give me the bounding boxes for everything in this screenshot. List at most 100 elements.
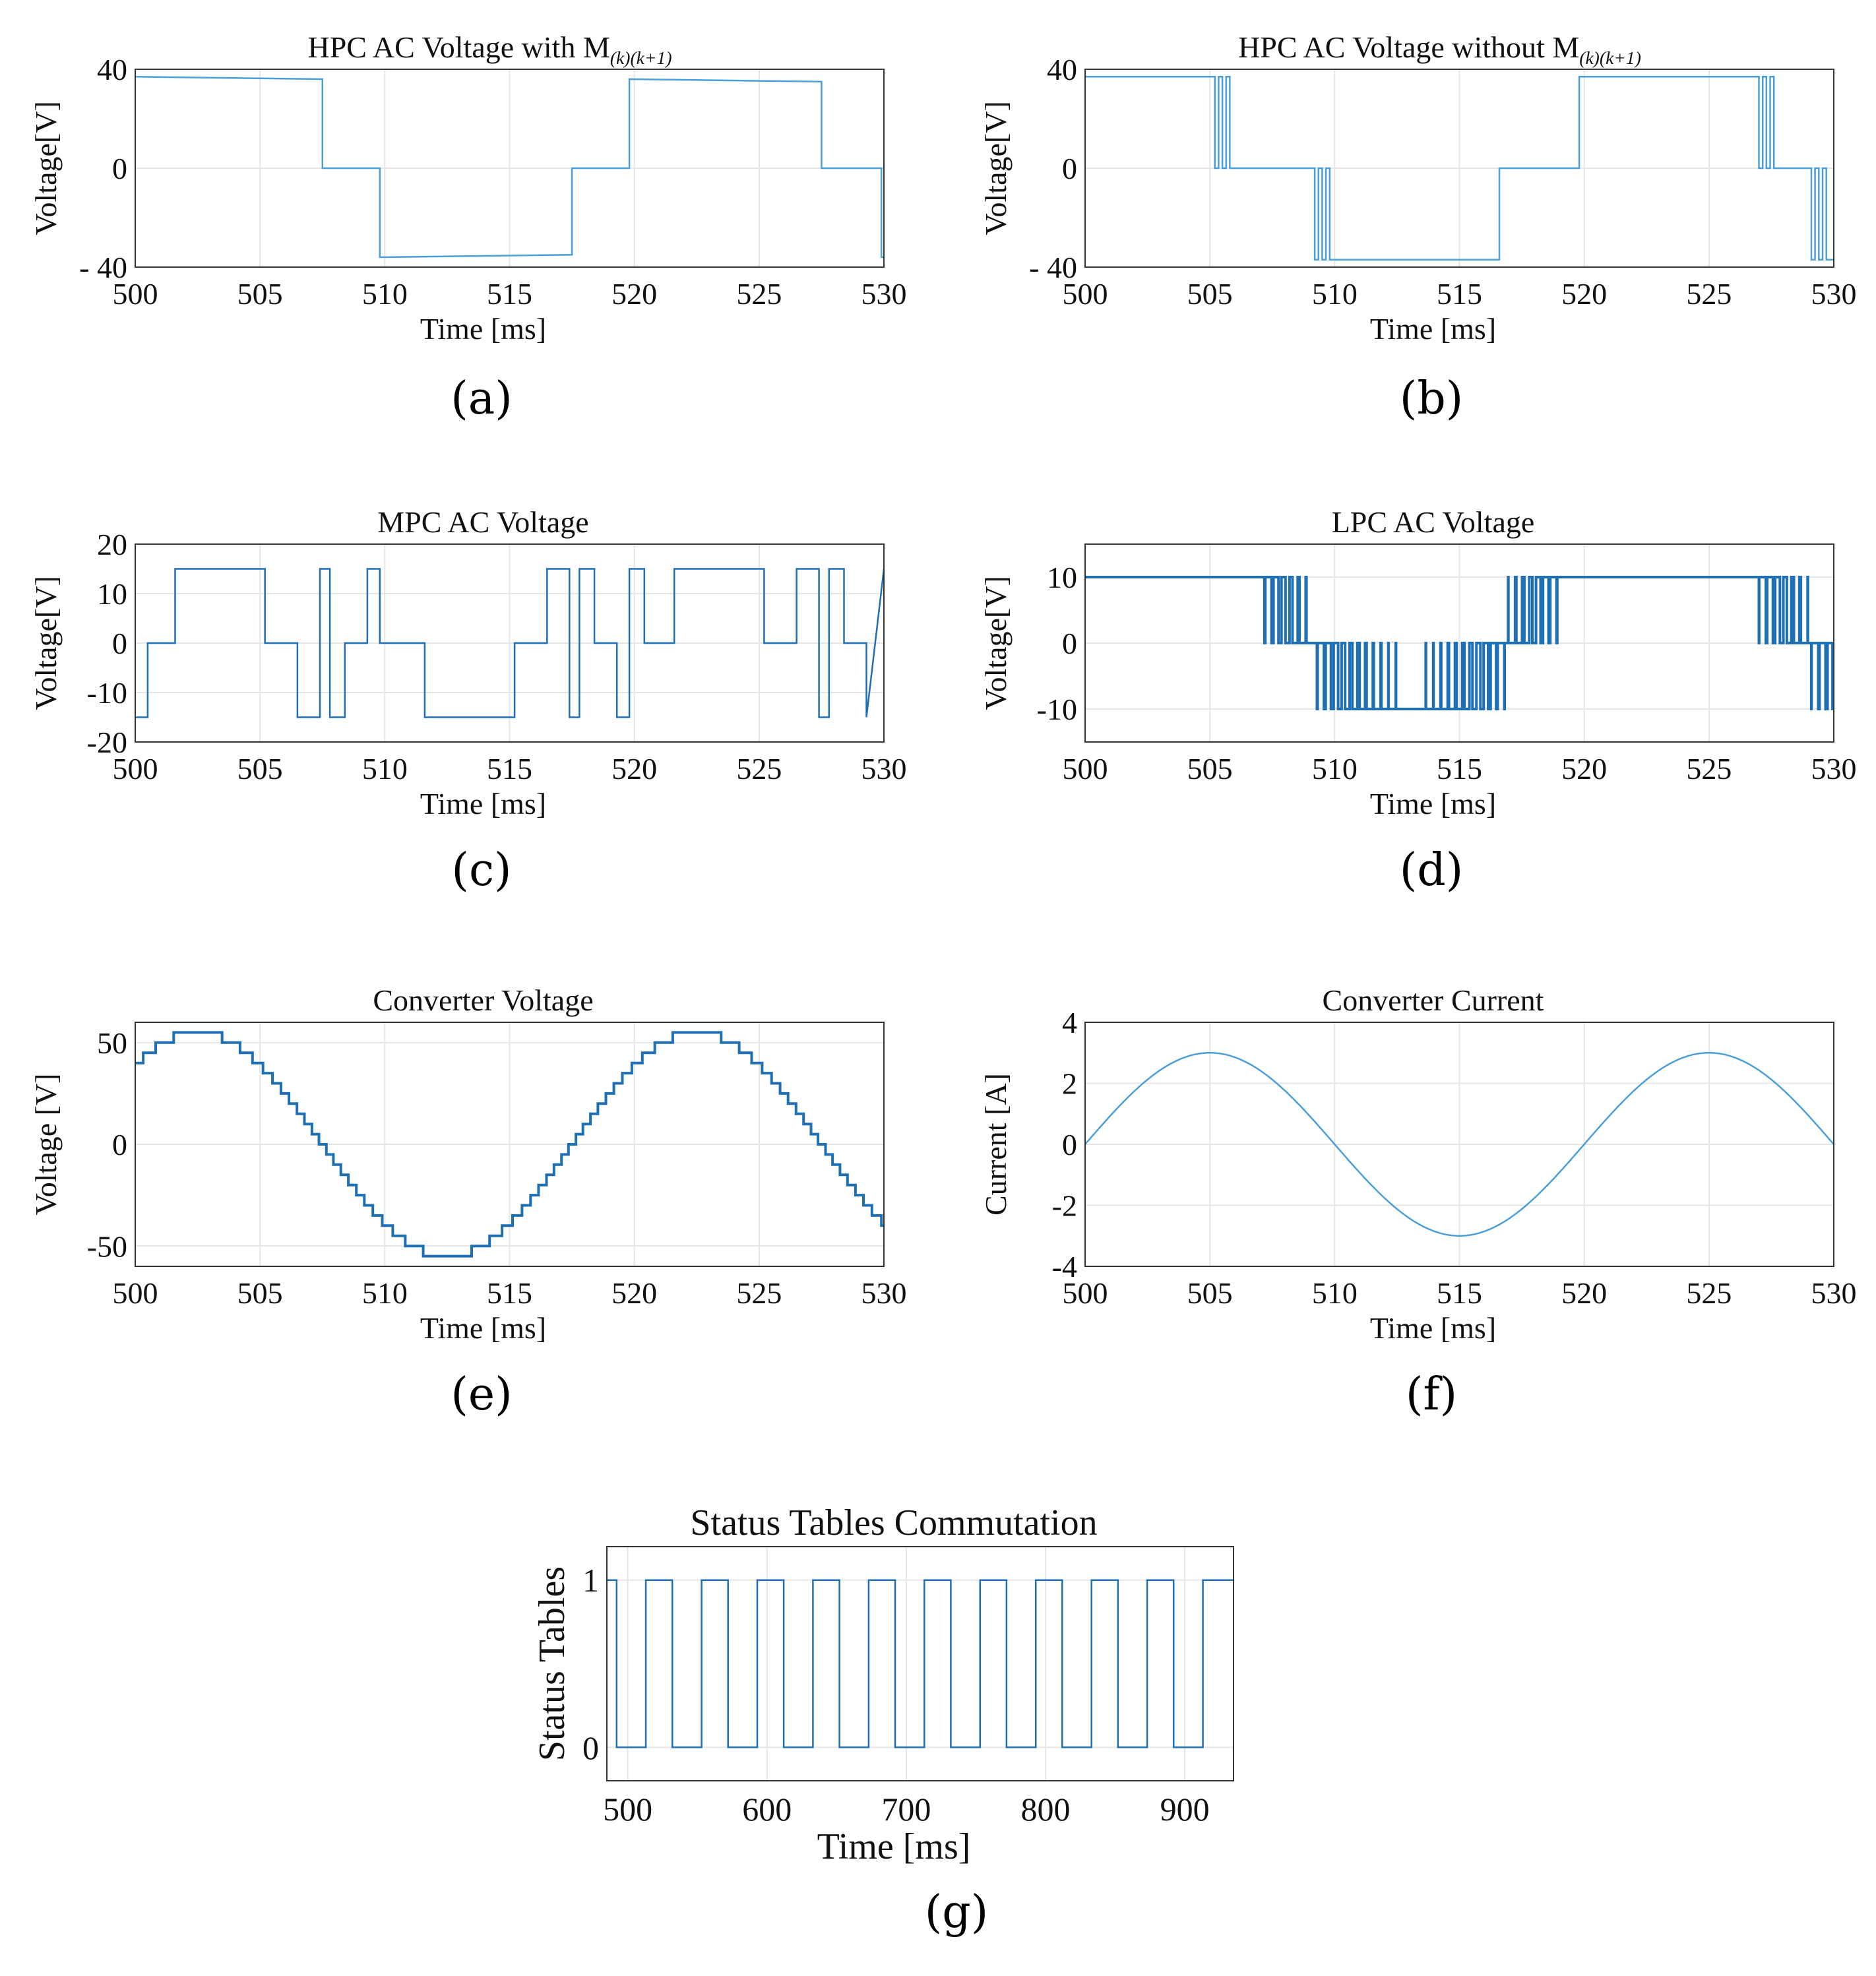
chart-svg: 500 505 510 515 520 525 530 -4 -2 0 2 4 Time [ms] Cur… [979,983,1857,1345]
x-tick-label: 525 [736,277,782,311]
y-tick-label: -50 [87,1229,127,1263]
chart-lpc: 500 505 510 515 520 525 530 -10 0 10 Time [ms] Volt… [970,488,1873,831]
y-tick-label: 20 [97,528,127,561]
x-tick-label: 530 [1811,752,1857,786]
x-tick-label: 500 [1063,752,1108,786]
x-axis-label: Time [ms] [817,1826,971,1867]
sublabel-a: (a) [451,373,513,425]
x-tick-label: 525 [1686,752,1732,786]
chart-hpc-without: 500 505 510 515 520 525 530 - 40 0 40 Time [ms] Vol… [970,13,1873,356]
y-axis-label: Voltage [V] [29,1073,63,1215]
y-tick-label: 10 [97,577,127,611]
chart-svg: 500 505 510 515 520 525 530 - 40 0 40 Time [ms] Vol… [29,30,907,346]
y-axis-label: Current [A] [979,1073,1013,1216]
x-tick-label: 600 [742,1791,792,1828]
y-tick-label: -4 [1052,1250,1077,1283]
x-axis-label: Time [ms] [1370,787,1496,820]
chart-title-subscript: (k)(k+1) [1579,47,1641,68]
series-line [135,1031,884,1258]
y-axis-label: Voltage[V] [29,101,63,235]
chart-svg: 500 505 510 515 520 525 530 - 40 0 40 Time [ms] Vol… [979,30,1857,346]
axes-frame [1084,69,1834,268]
x-tick-label: 515 [1437,1276,1482,1310]
y-tick-label: 40 [97,53,127,86]
x-tick-label: 510 [362,752,408,786]
x-axis-label: Time [ms] [420,1311,546,1345]
x-tick-label: 510 [362,1276,408,1310]
axes-frame [135,543,885,743]
x-tick-label: 500 [113,277,158,311]
sublabel-g: (g) [924,1886,989,1938]
chart-converter-current: 500 505 510 515 520 525 530 -4 -2 0 2 4 Time [ms] Cur… [970,956,1873,1365]
x-tick-label: 505 [237,752,283,786]
series-line [607,1579,1234,1748]
y-tick-label: 1 [582,1562,599,1599]
x-tick-label: 515 [487,752,532,786]
x-tick-label: 800 [1021,1791,1071,1828]
x-tick-label: 500 [603,1791,652,1828]
y-tick-label: -10 [1037,693,1077,726]
chart-svg: 500 505 510 515 520 525 530 -50 0 50 Time [ms] Volt… [29,983,907,1345]
chart-title: HPC AC Voltage without M(k)(k+1) [1238,30,1641,68]
chart-svg: 500 505 510 515 520 525 530 -20 -10 0 10 20 Time [ms… [29,505,907,820]
x-tick-label: 505 [1187,277,1233,311]
axes-frame [1084,1022,1834,1267]
y-tick-label: - 40 [79,251,127,284]
x-tick-label: 520 [1561,752,1607,786]
sublabel-d: (d) [1399,844,1464,896]
x-axis-label: Time [ms] [420,312,546,346]
chart-svg: 500 600 700 800 900 0 1 Time [ms] Status Tables S… [532,1502,1234,1867]
x-tick-label: 530 [1811,1276,1857,1310]
chart-hpc-with: 500 505 510 515 520 525 530 - 40 0 40 Time [ms] Vol… [20,13,923,356]
x-tick-label: 520 [1561,277,1607,311]
y-tick-label: 0 [1062,152,1077,185]
x-tick-label: 530 [861,752,907,786]
x-tick-label: 520 [611,752,657,786]
x-tick-label: 505 [237,1276,283,1310]
y-axis-label: Status Tables [532,1566,573,1761]
x-tick-label: 530 [861,1276,907,1310]
y-tick-label: 4 [1062,1006,1077,1039]
x-tick-label: 515 [487,1276,532,1310]
chart-converter-voltage: 500 505 510 515 520 525 530 -50 0 50 Time [ms] Volt… [20,956,923,1365]
x-tick-label: 515 [1437,277,1482,311]
axes-frame [135,69,885,268]
chart-title: HPC AC Voltage with M(k)(k+1) [307,30,672,68]
chart-title: Status Tables Commutation [690,1502,1097,1543]
x-axis-label: Time [ms] [1370,312,1496,346]
y-axis-label: Voltage[V] [29,576,63,710]
series-line [1085,576,1834,710]
x-tick-label: 525 [1686,1276,1732,1310]
sublabel-e: (e) [451,1369,513,1421]
chart-mpc: 500 505 510 515 520 525 530 -20 -10 0 10 20 Time [ms… [20,488,923,831]
y-tick-label: 2 [1062,1067,1077,1101]
x-tick-label: 525 [1686,277,1732,311]
x-tick-label: 510 [1312,277,1358,311]
y-tick-label: 0 [112,1128,127,1161]
x-tick-label: 530 [1811,277,1857,311]
x-tick-label: 505 [237,277,283,311]
x-tick-label: 500 [1063,1276,1108,1310]
x-tick-label: 900 [1160,1791,1210,1828]
y-tick-label: -10 [87,676,127,710]
x-tick-label: 515 [487,277,532,311]
y-tick-label: -20 [87,726,127,759]
series-line [1085,76,1834,261]
x-tick-label: 515 [1437,752,1482,786]
y-tick-label: 0 [112,627,127,660]
x-tick-label: 520 [611,277,657,311]
x-tick-label: 525 [736,752,782,786]
chart-svg: 500 505 510 515 520 525 530 -10 0 10 Time [ms] Volt… [979,505,1857,820]
axes-frame [1084,543,1834,743]
x-tick-label: 520 [611,1276,657,1310]
chart-title: Converter Current [1323,983,1544,1017]
y-tick-label: 0 [1062,627,1077,660]
x-tick-label: 510 [362,277,408,311]
x-tick-label: 530 [861,277,907,311]
chart-status-tables: 500 600 700 800 900 0 1 Time [ms] Status Tables S… [515,1484,1372,1880]
series-line [135,568,884,718]
x-tick-label: 500 [1063,277,1108,311]
y-tick-label: -2 [1052,1189,1077,1223]
x-tick-label: 525 [736,1276,782,1310]
x-tick-label: 505 [1187,752,1233,786]
